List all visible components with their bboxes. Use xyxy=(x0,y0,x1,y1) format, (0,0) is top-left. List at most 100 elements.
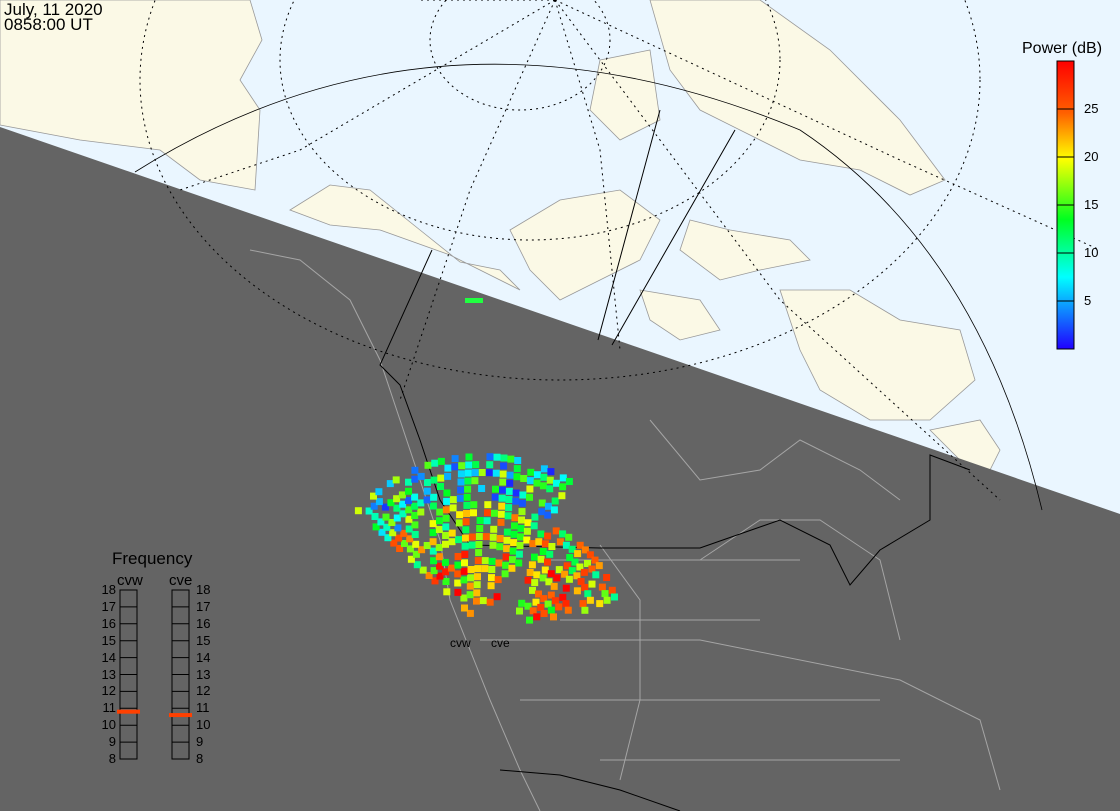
radar-cell xyxy=(454,579,462,587)
radar-cell xyxy=(390,539,398,547)
colorbar-tick-label: 10 xyxy=(1084,245,1099,260)
radar-cell xyxy=(561,570,569,578)
radar-cell xyxy=(591,556,599,564)
radar-cell xyxy=(455,536,463,544)
radar-cell xyxy=(596,600,604,608)
radar-cell xyxy=(375,488,383,496)
radar-cell xyxy=(443,497,451,505)
radar-cell xyxy=(533,471,541,479)
radar-cell xyxy=(548,543,556,550)
radar-cell xyxy=(547,570,555,578)
radar-cell xyxy=(486,598,494,606)
radar-cell xyxy=(478,485,486,492)
radar-cell xyxy=(496,543,504,551)
frequency-tick-label: 9 xyxy=(108,734,116,750)
frequency-tick-label: 11 xyxy=(196,700,210,716)
radar-cell xyxy=(467,574,475,582)
radar-cell xyxy=(455,519,463,527)
radar-cell xyxy=(462,534,469,542)
radar-cell xyxy=(454,561,462,569)
radar-cell xyxy=(516,607,523,615)
radar-cell xyxy=(405,515,413,523)
radar-cell xyxy=(506,471,514,479)
frequency-tick-label: 15 xyxy=(196,632,211,648)
radar-cell xyxy=(473,597,480,605)
radar-cell xyxy=(527,468,535,476)
radar-cell xyxy=(411,502,419,510)
radar-cell xyxy=(393,495,401,503)
radar-cell xyxy=(411,466,419,474)
radar-cell xyxy=(547,591,555,599)
radar-cell xyxy=(466,609,474,617)
radar-cell xyxy=(524,519,532,527)
radar-cell xyxy=(537,555,545,563)
radar-cell xyxy=(491,493,499,501)
radar-cell xyxy=(437,483,444,490)
radar-cell xyxy=(476,517,484,524)
radar-cell xyxy=(423,542,431,549)
radar-cell xyxy=(573,572,581,580)
radar-cell xyxy=(464,477,472,485)
radar-cell xyxy=(471,469,479,477)
radar-cell xyxy=(515,559,523,567)
radar-cell xyxy=(523,536,531,544)
radar-cell xyxy=(565,533,573,541)
frequency-marker-cve xyxy=(169,713,192,718)
radar-cell xyxy=(436,517,443,525)
radar-cell xyxy=(513,473,521,481)
radar-cell xyxy=(442,514,450,522)
radar-cell xyxy=(595,562,603,570)
radar-cell xyxy=(372,523,380,531)
radar-cell xyxy=(546,550,554,558)
field-of-view-boundary xyxy=(134,63,1043,511)
radar-cell xyxy=(465,461,473,469)
radar-cell xyxy=(451,455,459,463)
radar-cell xyxy=(553,574,561,582)
radar-cell xyxy=(371,513,379,520)
radar-cell xyxy=(456,494,464,502)
radar-cell xyxy=(546,485,554,493)
night-region xyxy=(0,127,1120,811)
radar-cell xyxy=(365,507,373,515)
radar-cell xyxy=(442,578,450,585)
radar-cell xyxy=(532,598,540,606)
frequency-tick-label: 13 xyxy=(101,666,116,682)
radar-cell xyxy=(398,491,406,499)
frequency-tick-label: 14 xyxy=(196,649,211,665)
radar-cell xyxy=(545,502,552,510)
radar-cell xyxy=(586,596,594,604)
radar-cell xyxy=(418,546,426,554)
radar-cell xyxy=(430,567,438,575)
radar-cell xyxy=(598,583,606,591)
radar-cell xyxy=(564,606,572,614)
radar-cell xyxy=(473,581,481,589)
radar-cell xyxy=(503,545,511,553)
radar-cell xyxy=(381,503,389,511)
radar-cell xyxy=(528,561,536,569)
colorbar xyxy=(1056,60,1075,350)
radar-cell xyxy=(465,298,483,303)
radar-cell xyxy=(474,565,482,573)
radar-cell xyxy=(393,504,401,512)
radar-cell xyxy=(526,569,534,576)
radar-cell xyxy=(382,513,390,521)
radar-cell xyxy=(503,528,511,536)
radar-cell xyxy=(540,473,548,481)
radar-cell xyxy=(544,600,552,608)
radar-cell xyxy=(389,529,397,537)
land-day xyxy=(0,0,1001,471)
radar-cell xyxy=(559,474,567,482)
radar-cell xyxy=(563,562,571,570)
radar-cell xyxy=(435,544,443,551)
radar-cell xyxy=(471,477,479,485)
radar-cell xyxy=(510,530,518,538)
radar-cell xyxy=(412,540,420,548)
radar-cell xyxy=(479,597,487,605)
radar-cell xyxy=(533,613,541,621)
radar-cell xyxy=(411,512,419,519)
radar-cell xyxy=(483,517,491,525)
radar-cell xyxy=(603,574,611,581)
radar-cell xyxy=(500,462,508,470)
radar-cell xyxy=(545,578,553,586)
radar-cell xyxy=(400,529,408,537)
